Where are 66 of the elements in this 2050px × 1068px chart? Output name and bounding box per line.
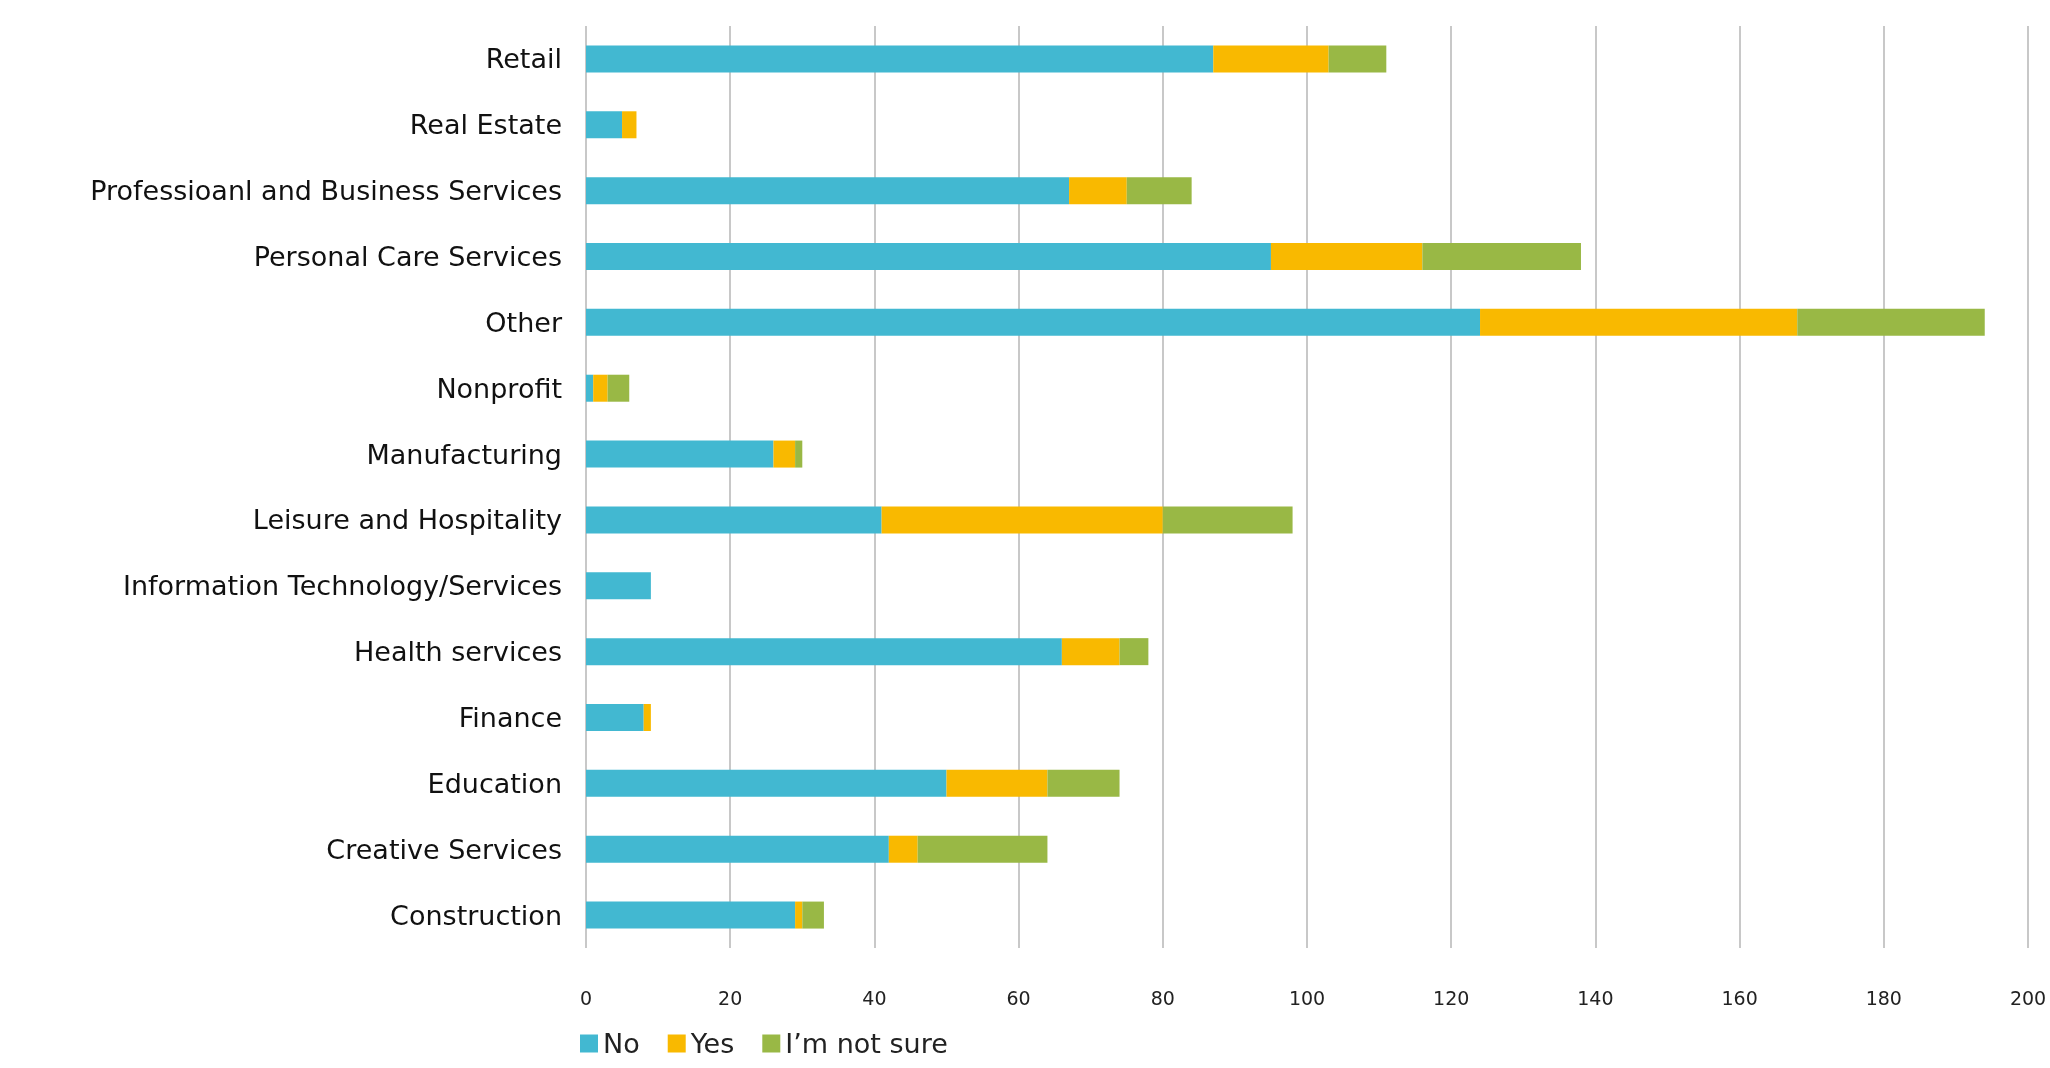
x-tick-label: 60: [1006, 986, 1031, 1009]
bar: [1270, 243, 1423, 270]
bar: [1213, 45, 1329, 73]
y-tick-label: Creative Services: [326, 833, 562, 865]
bar: [1047, 769, 1120, 797]
bar: [802, 901, 824, 929]
y-tick-label: Other: [485, 306, 563, 338]
x-tick-label: 100: [1288, 986, 1326, 1009]
x-tick-label: 140: [1577, 986, 1614, 1009]
bar: [586, 243, 1271, 270]
y-tick-label: Retail: [485, 43, 562, 75]
bar: [946, 769, 1048, 797]
bar: [1797, 308, 1985, 336]
legend-label: No: [603, 1028, 640, 1059]
bar: [586, 308, 1481, 336]
bar: [586, 901, 796, 929]
y-tick-label: Nonprofit: [436, 372, 562, 404]
bar: [1119, 638, 1149, 666]
bar: [586, 111, 623, 139]
bar: [1422, 243, 1581, 270]
bar: [622, 111, 637, 139]
y-tick-label: Leisure and Hospitality: [252, 504, 563, 536]
bar: [586, 45, 1214, 73]
bar: [1061, 638, 1120, 666]
x-tick-label: 0: [579, 986, 593, 1009]
bar: [586, 440, 774, 468]
y-tick-label: Professioanl and Business Services: [90, 175, 562, 207]
bar: [1126, 177, 1192, 205]
bar: [586, 835, 889, 863]
legend-label: Yes: [689, 1028, 735, 1059]
x-tick-label: 40: [862, 986, 887, 1009]
bar: [795, 440, 803, 468]
bar: [586, 506, 882, 534]
legend-label: I’m not sure: [785, 1028, 948, 1059]
y-tick-label: Real Estate: [409, 109, 562, 141]
bar: [586, 177, 1070, 205]
bar: [881, 506, 1163, 534]
bar: [643, 704, 651, 731]
x-tick-label: 160: [1721, 986, 1758, 1009]
y-tick-label: Manufacturing: [366, 438, 562, 470]
bar: [773, 440, 796, 468]
bar: [888, 835, 918, 863]
bar: [586, 704, 644, 731]
bar: [1069, 177, 1127, 205]
bar: [586, 374, 594, 402]
bar: [1480, 308, 1798, 336]
x-tick-label: 20: [718, 986, 743, 1009]
bar: [586, 769, 947, 797]
bar: [1162, 506, 1293, 534]
x-tick-label: 180: [1865, 986, 1902, 1009]
y-tick-label: Construction: [390, 899, 562, 931]
y-tick-label: Health services: [353, 636, 562, 668]
bar: [586, 572, 651, 600]
y-tick-label: Information Technology/Services: [122, 570, 562, 602]
bar: [795, 901, 803, 929]
bar: [593, 374, 608, 402]
bar: [1328, 45, 1387, 73]
y-tick-label: Personal Care Services: [253, 241, 562, 272]
x-tick-label: 200: [2009, 986, 2047, 1009]
x-tick-label: 120: [1433, 986, 1470, 1009]
x-tick-label: 80: [1150, 986, 1175, 1009]
y-tick-label: Finance: [458, 702, 562, 733]
bar: [586, 638, 1062, 666]
bar: [917, 835, 1048, 863]
y-tick-label: Education: [427, 767, 562, 799]
bar: [607, 374, 630, 402]
